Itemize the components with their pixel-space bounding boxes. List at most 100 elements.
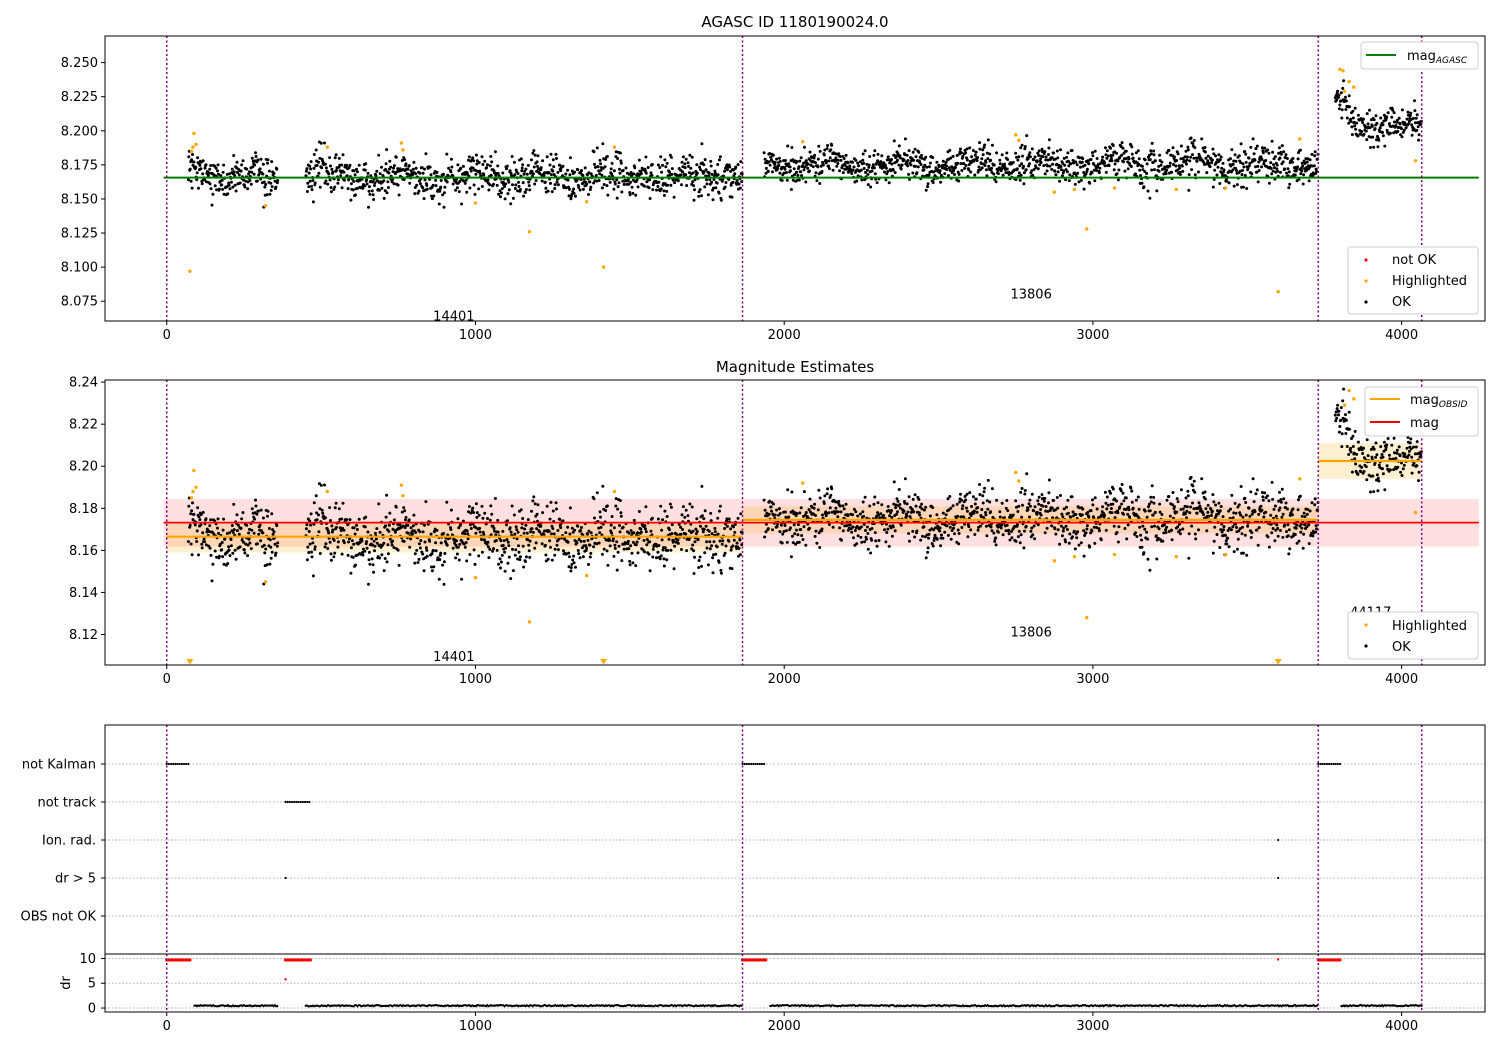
p2-ok-point <box>661 548 665 552</box>
p1-ok-point <box>902 158 906 162</box>
p1-ok-point <box>273 179 277 183</box>
p1-ok-point <box>629 180 633 184</box>
p1-ok-point <box>524 188 528 191</box>
p2-ok-point <box>1217 501 1221 505</box>
p1-ok-point <box>984 168 988 172</box>
p1-highlighted-point <box>399 141 404 145</box>
p2-ok-point <box>363 525 367 529</box>
p1-ok-point <box>1413 121 1417 125</box>
p2-ok-point <box>620 559 624 563</box>
p1-ok-point <box>337 156 341 160</box>
p1-ok-point <box>467 155 471 159</box>
p2-ok-point <box>538 530 542 534</box>
p2-ok-point <box>475 511 479 515</box>
p1-ok-point <box>559 169 563 173</box>
p1-ok-point <box>649 171 653 175</box>
p2-ok-point <box>1301 546 1305 550</box>
p2-ok-point <box>493 497 497 500</box>
p1-ok-point <box>587 193 590 196</box>
p2-ok-point <box>197 515 201 519</box>
p2-ok-point <box>329 519 332 522</box>
p2-ok-point <box>375 541 379 545</box>
p2-ok-point <box>326 547 330 550</box>
p1-ok-point <box>1285 171 1288 175</box>
p1-ok-point <box>634 193 638 197</box>
p2-ok-point <box>1043 496 1047 500</box>
p2-ok-point <box>605 549 609 553</box>
p2-ok-point <box>717 560 721 564</box>
p2-ok-point <box>357 517 361 521</box>
p2-ok-point <box>465 529 469 533</box>
p1-ok-point <box>266 161 269 165</box>
p2-ok-point <box>217 531 220 535</box>
p2-ok-point <box>836 515 840 519</box>
p1-ok-point <box>868 155 872 158</box>
p1-ok-point <box>1365 112 1369 116</box>
p2-ok-point <box>983 486 987 490</box>
p2-ok-point <box>1070 495 1074 499</box>
p1-ok-point <box>1192 156 1196 160</box>
p1-ok-point <box>1271 169 1275 173</box>
p1-ok-point <box>865 162 869 166</box>
p1-ok-point <box>463 181 467 185</box>
p2-ok-point <box>770 509 773 513</box>
p2-ok-point <box>460 577 464 581</box>
p2-ok-point <box>1081 507 1085 511</box>
p1-ok-point <box>504 182 508 186</box>
p2-ok-point <box>683 515 687 519</box>
p2-ok-point <box>241 511 245 515</box>
p1-ok-point <box>1044 158 1048 162</box>
p2-ok-point <box>1187 532 1191 536</box>
p1-ok-point <box>996 172 1000 176</box>
p1-ok-point <box>886 155 890 159</box>
p2-ok-point <box>363 549 367 553</box>
p2-ok-point <box>690 505 694 509</box>
p2-ok-point <box>1155 557 1159 561</box>
p2-ok-point <box>499 560 503 564</box>
p2-ok-point <box>851 525 855 529</box>
p2-ok-point <box>885 531 889 534</box>
p1-ok-point <box>978 147 982 151</box>
p1-ok-point <box>1377 138 1381 142</box>
p2-ok-point <box>801 538 805 541</box>
p1-ok-point <box>672 195 676 199</box>
p1-ok-point <box>385 191 389 195</box>
p2-ok-point <box>1075 536 1079 540</box>
p2-ok-point <box>502 539 506 543</box>
p2-ok-point <box>661 518 665 522</box>
p1-ok-point <box>1362 117 1365 121</box>
p2-ok-point <box>1178 532 1182 536</box>
p2-ok-point <box>1124 496 1128 500</box>
p1-ok-point <box>605 184 609 188</box>
p1-ok-point <box>800 174 804 178</box>
p1-ok-point <box>324 179 328 183</box>
p1-ok-point <box>435 170 439 174</box>
p2-ok-point <box>568 532 572 536</box>
p1-ok-point <box>926 185 930 189</box>
p2-ok-point <box>888 514 892 518</box>
p2-ok-point <box>505 523 508 527</box>
p2-ok-point <box>1244 501 1248 504</box>
p1-ok-point <box>971 149 975 152</box>
p1-ok-point <box>1271 150 1275 154</box>
p1-ok-point <box>1278 146 1281 150</box>
p1-ok-point <box>204 180 208 184</box>
p2-ok-point <box>962 515 966 519</box>
p2-ok-point <box>1005 499 1009 502</box>
p2-ok-point <box>657 544 661 547</box>
p2-ok-point <box>903 501 907 505</box>
p1-ok-point <box>512 160 516 164</box>
p2-ok-point <box>247 531 251 535</box>
p1-ok-point <box>1050 167 1054 171</box>
p2-ok-point <box>406 531 410 535</box>
p1-ok-point <box>521 163 525 167</box>
p2-ok-point <box>1206 510 1210 514</box>
p2-ok-point <box>520 526 524 530</box>
p1-ok-point <box>534 179 538 182</box>
p2-ok-point <box>986 507 990 511</box>
p2-ok-point <box>191 501 194 505</box>
p2-ok-point <box>540 542 544 546</box>
p2-ok-point <box>992 531 996 535</box>
p1-ok-point <box>1047 153 1050 156</box>
p1-ok-point <box>719 198 723 202</box>
